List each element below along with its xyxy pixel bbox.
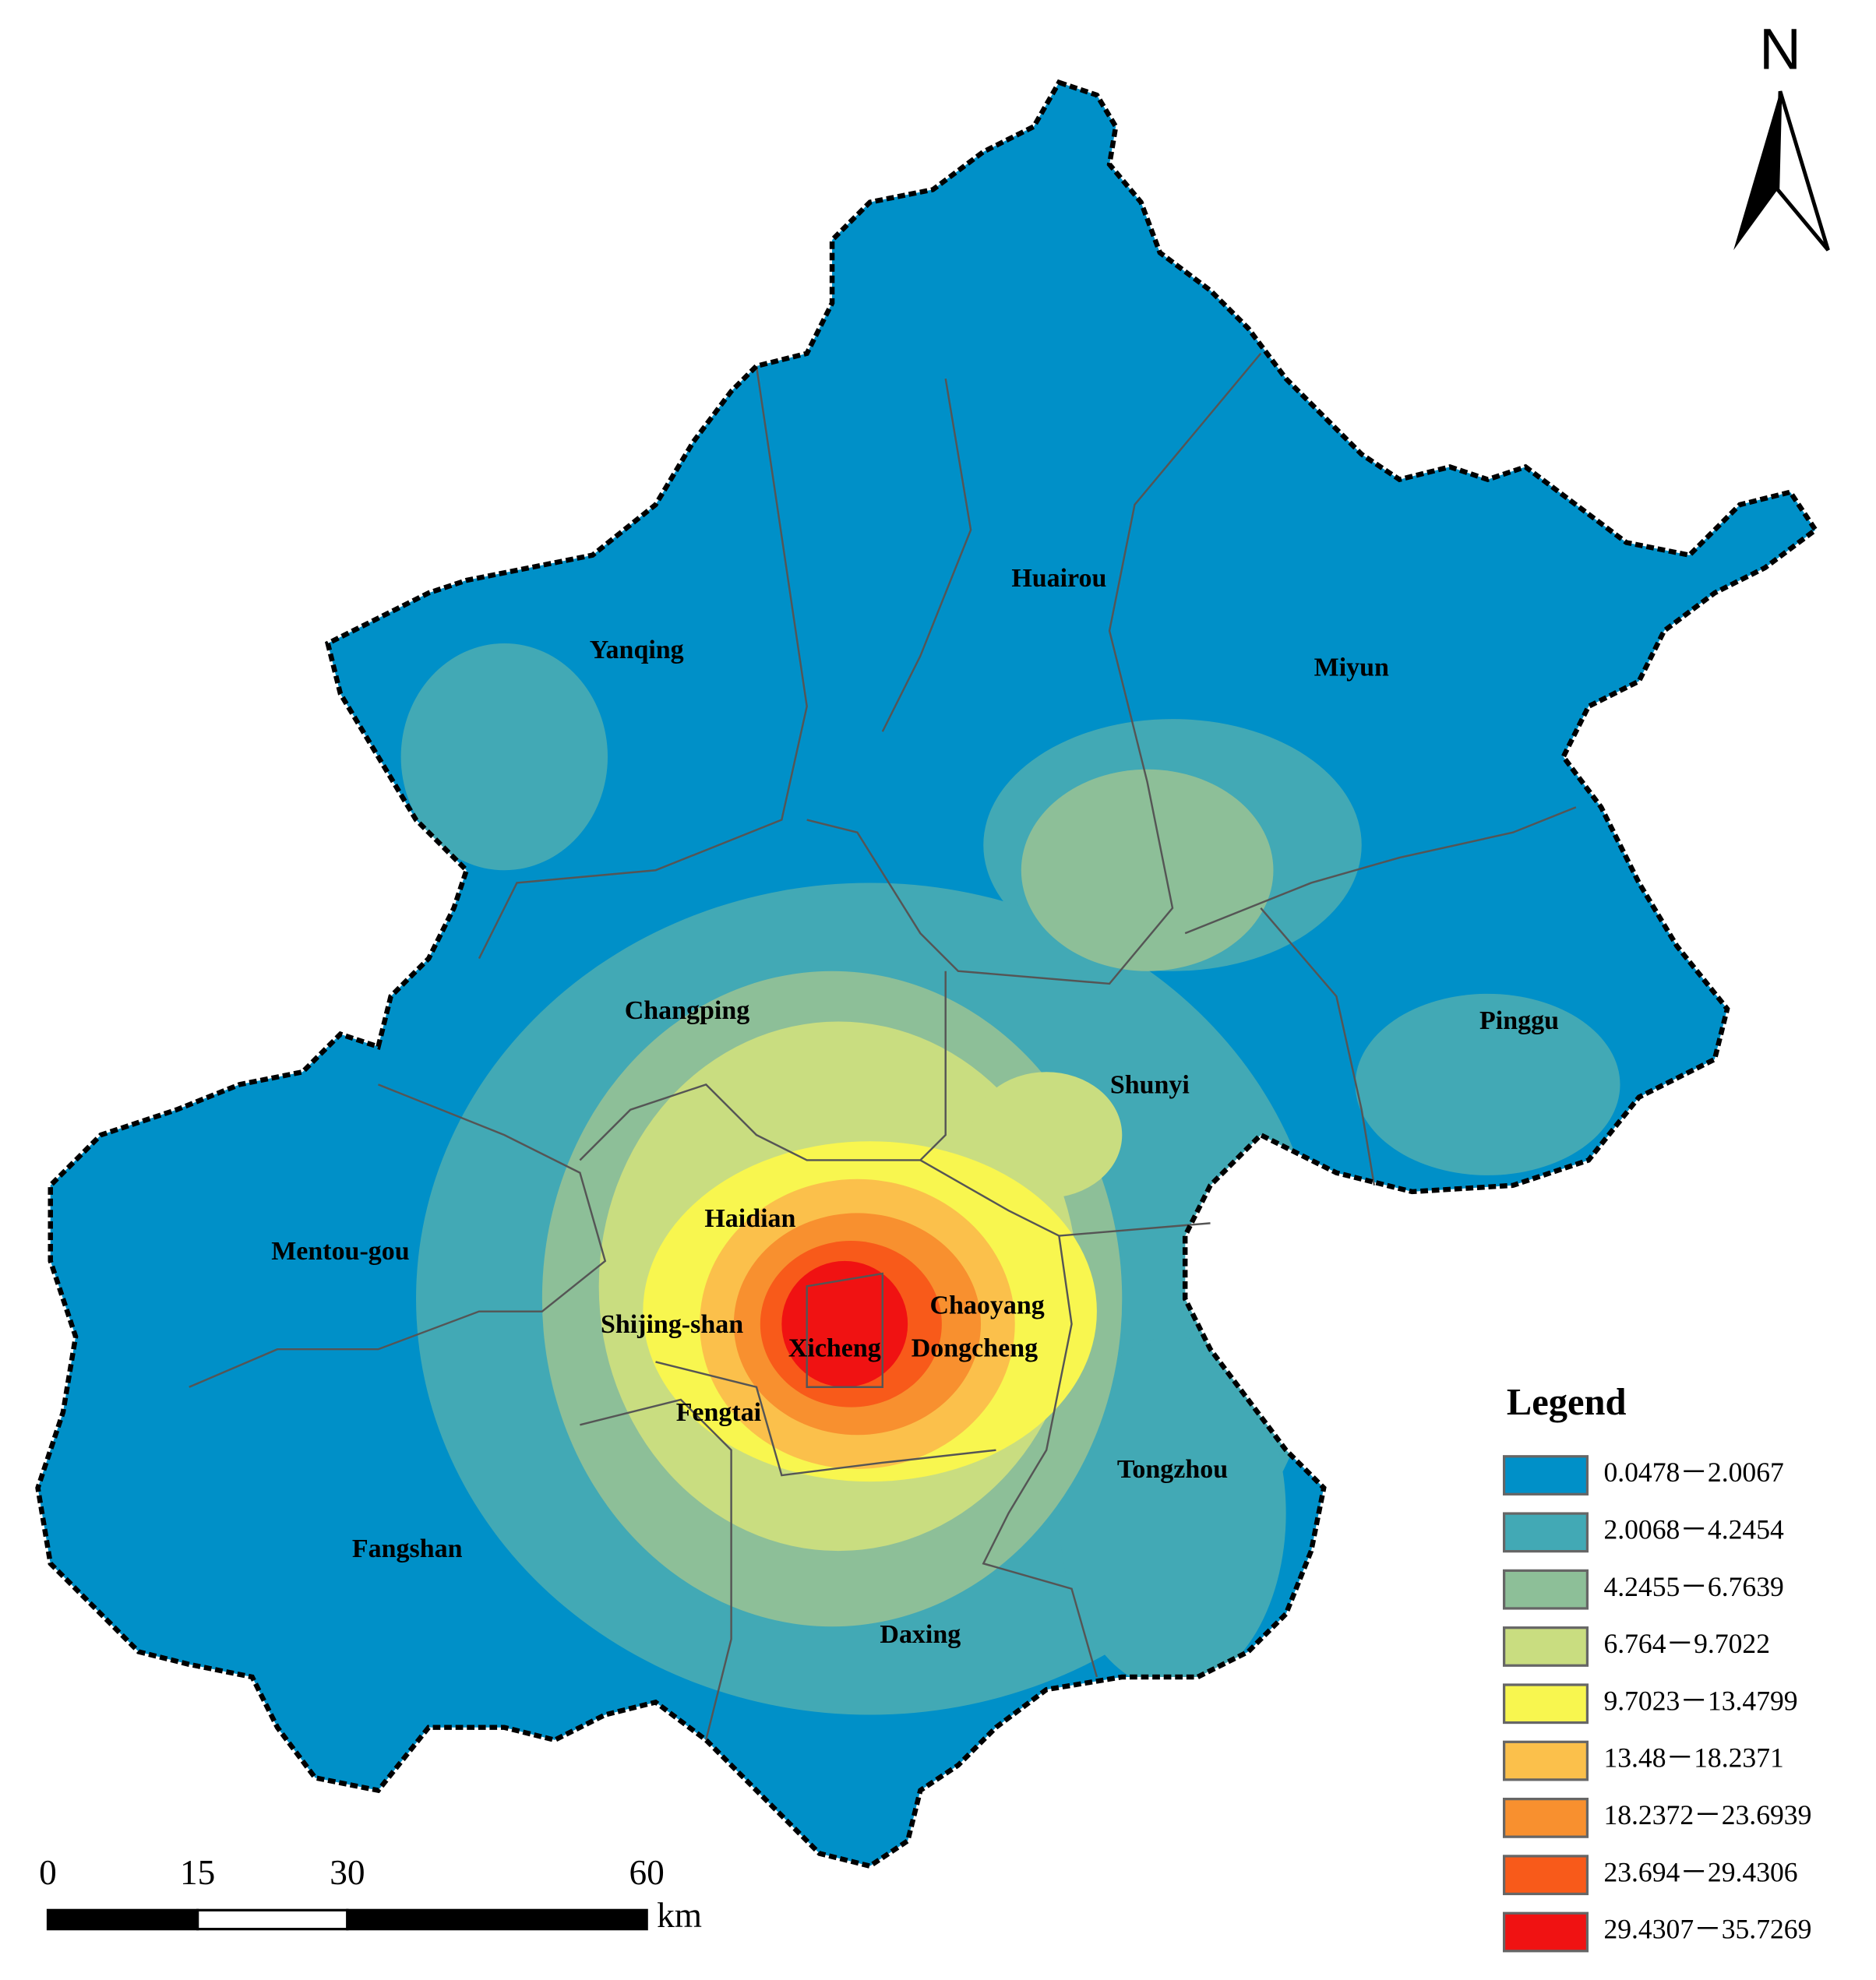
scale-segment bbox=[46, 1908, 199, 1931]
scale-segment bbox=[346, 1908, 648, 1931]
legend-swatch bbox=[1502, 1683, 1589, 1725]
district-label: Fengtai bbox=[676, 1398, 761, 1427]
legend-swatch bbox=[1502, 1797, 1589, 1838]
legend-swatch bbox=[1502, 1911, 1589, 1953]
legend-swatch bbox=[1502, 1512, 1589, 1553]
zone bbox=[971, 1072, 1123, 1199]
legend-swatch bbox=[1502, 1569, 1589, 1610]
legend-swatch bbox=[1502, 1626, 1589, 1667]
legend-label: 6.764－9.7022 bbox=[1603, 1628, 1770, 1659]
scale-tick-label: 15 bbox=[180, 1853, 215, 1892]
zone bbox=[400, 643, 608, 871]
legend-swatch bbox=[1502, 1855, 1589, 1896]
scale-tick-label: 60 bbox=[629, 1853, 665, 1892]
district-label: Huairou bbox=[1011, 564, 1106, 593]
arrow-left bbox=[1733, 91, 1781, 251]
district-label: Fangshan bbox=[352, 1534, 463, 1563]
district-boundaries bbox=[189, 352, 1577, 1741]
legend-label: 2.0068－4.2454 bbox=[1603, 1514, 1784, 1545]
legend-label: 29.4307－35.7269 bbox=[1603, 1914, 1811, 1945]
scale-segment bbox=[196, 1908, 349, 1931]
district-label: Mentou-gou bbox=[271, 1237, 409, 1266]
zone bbox=[1021, 769, 1274, 971]
legend: Legend 0.0478－2.0067 2.0068－4.2454 4.2455－… bbox=[1502, 1382, 1811, 1953]
zone bbox=[1355, 993, 1620, 1175]
district-label: Shijing-shan bbox=[601, 1310, 743, 1339]
scale-bar: 0 15 30 60 km bbox=[39, 1853, 702, 1935]
district-label: Shunyi bbox=[1110, 1070, 1190, 1099]
scale-unit: km bbox=[657, 1896, 702, 1935]
district-label: Pinggu bbox=[1479, 1006, 1559, 1035]
district-label: Changping bbox=[625, 996, 750, 1025]
scale-tick-label: 0 bbox=[39, 1853, 57, 1892]
legend-title: Legend bbox=[1507, 1382, 1627, 1423]
north-label: N bbox=[1759, 16, 1801, 81]
zone bbox=[781, 1260, 908, 1387]
district-labels: Yanqing Huairou Miyun Changping Pinggu Shunyi… bbox=[271, 564, 1559, 1649]
arrow-right bbox=[1776, 90, 1830, 252]
legend-label: 0.0478－2.0067 bbox=[1603, 1457, 1783, 1488]
district-label: Dongcheng bbox=[912, 1334, 1038, 1363]
legend-label: 18.2372－23.6939 bbox=[1603, 1799, 1811, 1830]
district-label: Tongzhou bbox=[1117, 1455, 1228, 1484]
legend-label: 4.2455－6.7639 bbox=[1603, 1571, 1783, 1602]
district-label: Daxing bbox=[880, 1620, 961, 1649]
legend-label: 13.48－18.2371 bbox=[1603, 1742, 1783, 1774]
legend-label: 23.694－29.4306 bbox=[1603, 1856, 1797, 1887]
district-label: Xicheng bbox=[788, 1334, 881, 1363]
district-label: Miyun bbox=[1314, 654, 1389, 682]
north-arrow: N bbox=[1733, 16, 1830, 252]
legend-swatch bbox=[1502, 1455, 1589, 1496]
district-label: Haidian bbox=[704, 1204, 795, 1233]
district-label: Yanqing bbox=[590, 636, 684, 664]
legend-label: 9.7023－13.4799 bbox=[1603, 1685, 1797, 1716]
zone bbox=[1059, 1337, 1286, 1690]
scale-tick-label: 30 bbox=[330, 1853, 365, 1892]
district-label: Chaoyang bbox=[929, 1291, 1044, 1320]
legend-swatch bbox=[1502, 1740, 1589, 1781]
